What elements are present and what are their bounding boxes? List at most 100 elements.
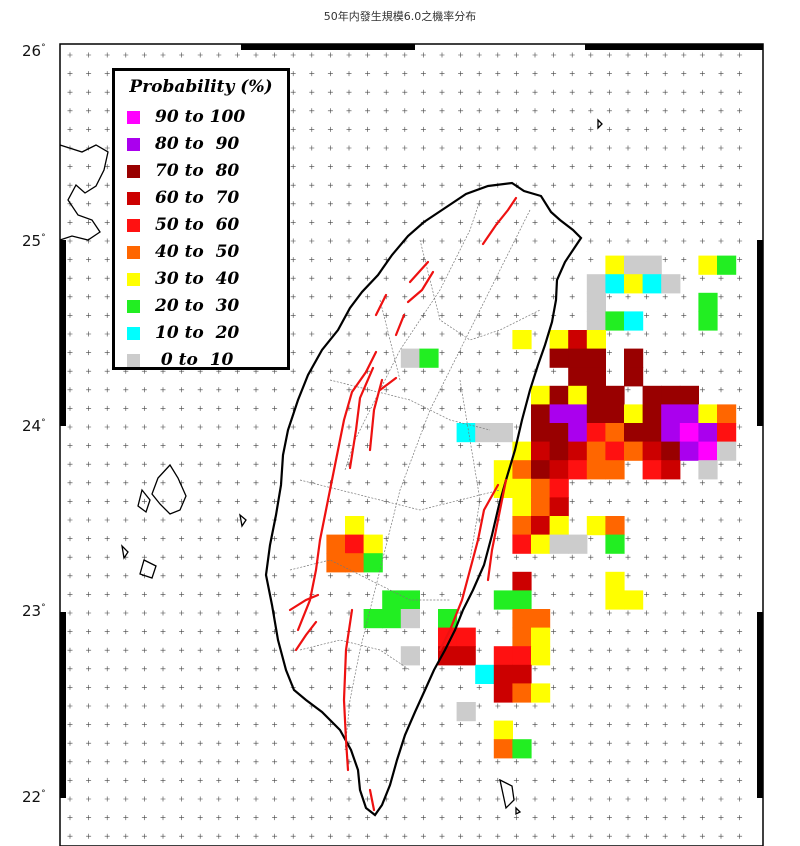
graticule-tick	[86, 219, 92, 225]
graticule-tick	[606, 201, 612, 207]
county-boundaries	[289, 199, 541, 751]
graticule-tick	[420, 833, 426, 839]
graticule-tick	[290, 647, 296, 653]
graticule-tick	[123, 740, 129, 746]
graticule-tick	[327, 201, 333, 207]
graticule-tick	[383, 201, 389, 207]
graticule-tick	[569, 591, 575, 597]
graticule-tick	[495, 759, 501, 765]
graticule-tick	[123, 610, 129, 616]
graticule-tick	[179, 629, 185, 635]
graticule-tick	[104, 740, 110, 746]
graticule-tick	[699, 89, 705, 95]
graticule-tick	[67, 275, 73, 281]
probability-cell	[531, 534, 551, 554]
graticule-tick	[104, 350, 110, 356]
probability-cell	[586, 311, 606, 331]
graticule-tick	[718, 498, 724, 504]
graticule-tick	[67, 610, 73, 616]
graticule-tick	[681, 145, 687, 151]
graticule-tick	[699, 498, 705, 504]
probability-cell	[493, 720, 513, 740]
graticule-tick	[197, 498, 203, 504]
graticule-tick	[718, 591, 724, 597]
graticule-tick	[551, 368, 557, 374]
graticule-tick	[495, 536, 501, 542]
graticule-tick	[439, 182, 445, 188]
probability-cell	[717, 255, 737, 275]
probability-cell	[531, 460, 551, 480]
graticule-tick	[476, 312, 482, 318]
graticule-tick	[495, 126, 501, 132]
graticule-tick	[458, 52, 464, 58]
graticule-tick	[234, 443, 240, 449]
graticule-tick	[551, 647, 557, 653]
graticule-tick	[476, 257, 482, 263]
graticule-tick	[476, 331, 482, 337]
graticule-tick	[141, 517, 147, 523]
graticule-tick	[662, 703, 668, 709]
graticule-tick	[737, 684, 743, 690]
graticule-tick	[532, 126, 538, 132]
graticule-tick	[216, 405, 222, 411]
graticule-tick	[458, 108, 464, 114]
graticule-tick	[625, 108, 631, 114]
graticule-tick	[476, 387, 482, 393]
graticule-tick	[104, 684, 110, 690]
graticule-tick	[290, 815, 296, 821]
graticule-tick	[365, 684, 371, 690]
graticule-tick	[290, 591, 296, 597]
graticule-tick	[309, 275, 315, 281]
graticule-tick	[383, 219, 389, 225]
graticule-tick	[253, 777, 259, 783]
graticule-tick	[402, 71, 408, 77]
legend-item-90-100: 90 to 100	[127, 107, 282, 127]
lat-label-22: 22°	[22, 788, 46, 806]
graticule-tick	[662, 777, 668, 783]
graticule-tick	[327, 815, 333, 821]
graticule-tick	[606, 164, 612, 170]
graticule-tick	[67, 684, 73, 690]
graticule-tick	[346, 443, 352, 449]
graticule-tick	[588, 796, 594, 802]
graticule-tick	[383, 89, 389, 95]
graticule-tick	[104, 536, 110, 542]
graticule-tick	[606, 219, 612, 225]
graticule-tick	[86, 517, 92, 523]
graticule-tick	[309, 350, 315, 356]
graticule-tick	[141, 554, 147, 560]
graticule-tick	[216, 498, 222, 504]
graticule-tick	[309, 498, 315, 504]
graticule-tick	[104, 71, 110, 77]
graticule-tick	[67, 777, 73, 783]
graticule-tick	[513, 387, 519, 393]
graticule-tick	[569, 740, 575, 746]
graticule-tick	[737, 740, 743, 746]
graticule-tick	[216, 796, 222, 802]
graticule-tick	[625, 52, 631, 58]
graticule-tick	[532, 833, 538, 839]
graticule-tick	[346, 833, 352, 839]
graticule-tick	[644, 331, 650, 337]
graticule-tick	[588, 238, 594, 244]
graticule-tick	[662, 52, 668, 58]
graticule-tick	[327, 517, 333, 523]
graticule-tick	[160, 796, 166, 802]
graticule-tick	[513, 554, 519, 560]
graticule-tick	[327, 573, 333, 579]
probability-cell	[605, 571, 625, 591]
probability-cell	[568, 404, 588, 424]
graticule-tick	[253, 517, 259, 523]
graticule-tick	[234, 703, 240, 709]
graticule-tick	[290, 52, 296, 58]
graticule-tick	[458, 294, 464, 300]
graticule-tick	[141, 629, 147, 635]
graticule-tick	[234, 666, 240, 672]
graticule-tick	[365, 740, 371, 746]
graticule-tick	[662, 666, 668, 672]
graticule-tick	[141, 740, 147, 746]
graticule-tick	[439, 89, 445, 95]
graticule-tick	[309, 796, 315, 802]
graticule-tick	[86, 312, 92, 318]
graticule-tick	[569, 517, 575, 523]
